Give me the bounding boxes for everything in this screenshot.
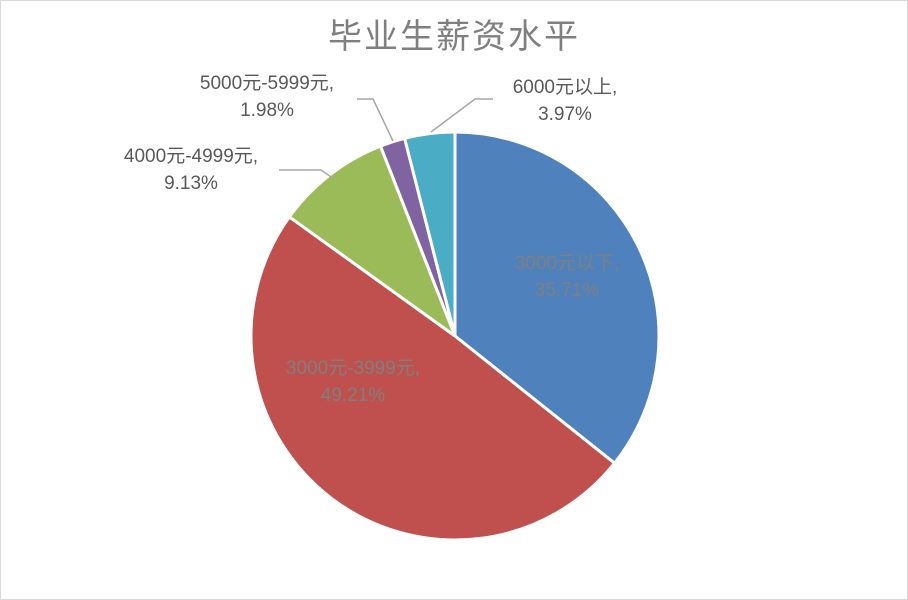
pie-slice-5 <box>403 130 457 338</box>
data-label-5: 6000元以上, 3.97% <box>513 76 618 125</box>
chart-title: 毕业生薪资水平 <box>328 17 580 57</box>
leader-line-4 <box>357 98 394 142</box>
leader-line-5 <box>430 98 493 133</box>
data-label-1: 3000元以下, 35.71% <box>515 253 620 301</box>
pie-slice-3 <box>287 144 457 338</box>
data-label-2: 3000元-3999元, 49.21% <box>286 358 420 406</box>
pie-slice-2 <box>249 215 617 542</box>
pie-slice-1 <box>453 130 661 465</box>
data-label-3: 4000元-4999元, 9.13% <box>124 146 258 194</box>
data-label-4: 5000元-5999元, 1.98% <box>200 73 334 121</box>
leader-line-3 <box>279 169 335 180</box>
